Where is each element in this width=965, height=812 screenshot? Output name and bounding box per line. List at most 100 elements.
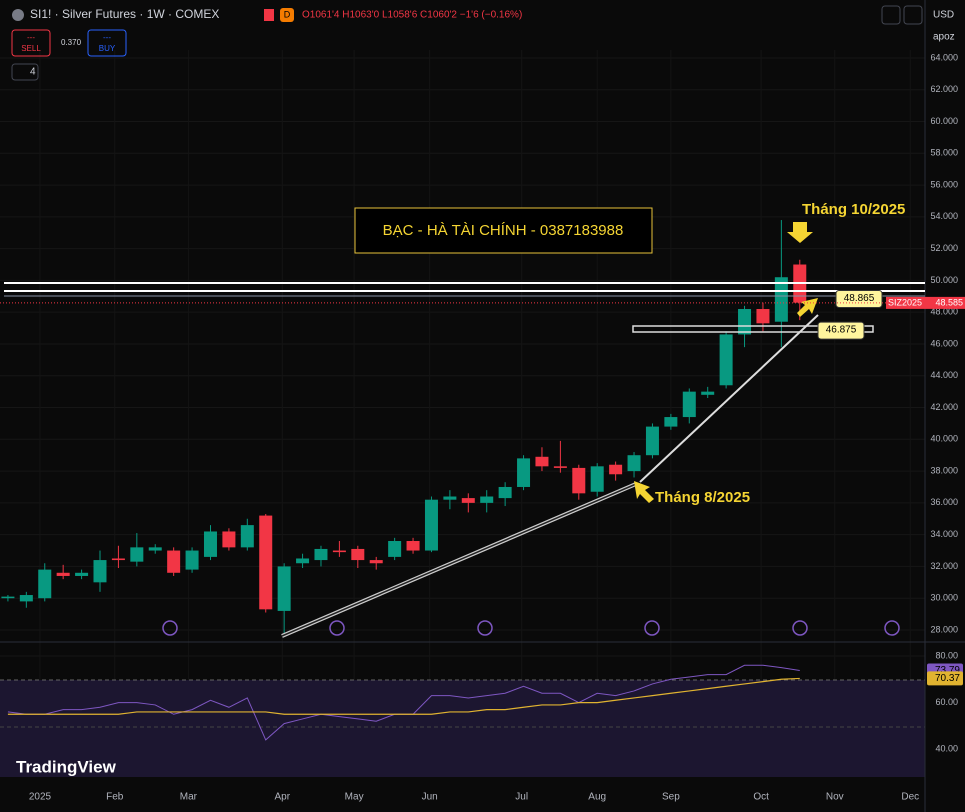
candle-body — [424, 499, 438, 551]
y-tick-label: 38.000 — [930, 465, 958, 475]
x-tick-label: May — [345, 792, 364, 803]
candle-body — [332, 550, 346, 553]
candle-body — [517, 458, 531, 487]
event-icons — [162, 620, 900, 636]
candle-body — [572, 467, 586, 494]
x-tick-label: Oct — [753, 792, 769, 803]
x-tick-label: Mar — [180, 792, 198, 803]
title-box — [354, 207, 653, 254]
spread: 0.370 — [61, 38, 82, 47]
badge: D — [284, 9, 291, 19]
y-tick-label: 34.000 — [930, 529, 958, 539]
chart-title: BẠC - HÀ TÀI CHÍNH - 0387183988 — [383, 222, 624, 239]
value-tag — [927, 671, 963, 686]
candle-body — [1, 596, 15, 599]
x-tick-label: Nov — [826, 792, 844, 803]
candle-body — [19, 595, 33, 602]
button[interactable] — [881, 5, 901, 25]
candle-body — [756, 309, 770, 324]
candle-body — [388, 541, 402, 557]
candle-body — [627, 455, 641, 472]
candle-body — [259, 515, 273, 610]
candle-body — [75, 572, 89, 576]
rsi-line — [7, 677, 800, 715]
x-tick-label: Aug — [588, 792, 606, 803]
candle-body — [461, 498, 475, 503]
trend-line — [639, 314, 819, 483]
candle-body — [719, 334, 733, 386]
candle-body — [130, 547, 144, 562]
buy-price: --- — [103, 33, 111, 42]
x-tick-label: Apr — [275, 792, 291, 803]
candle-body — [443, 496, 457, 500]
y-tick-label: 46.000 — [930, 338, 958, 348]
last-price-tag — [886, 296, 965, 309]
y-tick-label: 32.000 — [930, 561, 958, 571]
candle-body — [56, 572, 70, 576]
candle-body — [553, 466, 567, 468]
ohlc: O1061'4 H1063'0 L1058'6 C1060'2 −1'6 (−0… — [302, 10, 522, 21]
x-tick-label: 2025 — [29, 792, 52, 803]
y-tick-label: 40.000 — [930, 434, 958, 444]
candle-body — [351, 548, 365, 561]
indicator-toggle[interactable] — [11, 63, 39, 81]
y-tick-label: 40.00 — [935, 744, 958, 754]
y-tick-label: 64.000 — [930, 52, 958, 62]
candle-body — [185, 550, 199, 570]
currency[interactable]: USD — [933, 10, 954, 21]
sell-button[interactable] — [11, 29, 51, 57]
candle-body — [609, 464, 623, 475]
arrow — [787, 222, 813, 243]
annotation: Tháng 8/2025 — [655, 489, 750, 506]
y-tick-label: 36.000 — [930, 497, 958, 507]
y-tick-label: 60.000 — [930, 116, 958, 126]
candle-body — [774, 277, 788, 322]
button[interactable] — [903, 5, 923, 25]
candle-body — [167, 550, 181, 573]
symbol: SI1! · Silver Futures · 1W · COMEX — [30, 7, 219, 21]
buy-label: BUY — [99, 44, 116, 53]
candle-body — [38, 569, 52, 599]
y-tick-label: 62.000 — [930, 84, 958, 94]
candle-body — [590, 466, 604, 492]
y-tick-label: 44.000 — [930, 370, 958, 380]
arrow — [797, 298, 818, 317]
y-tick-label: 42.000 — [930, 402, 958, 412]
candle-body — [277, 566, 291, 611]
candle-body — [738, 309, 752, 335]
value-tag-label: 73.79 — [935, 665, 960, 676]
candle-body — [148, 547, 162, 551]
buy-button[interactable] — [87, 29, 127, 57]
candle-body — [369, 560, 383, 564]
x-tick-label: Feb — [106, 792, 124, 803]
y-tick-label: 48.000 — [930, 307, 958, 317]
candle-body — [93, 560, 107, 583]
y-tick-label: 52.000 — [930, 243, 958, 253]
y-tick-label: 56.000 — [930, 179, 958, 189]
logo: TradingView — [16, 757, 117, 776]
candle-body — [498, 486, 512, 499]
candle-body — [664, 417, 678, 427]
x-tick-label: Jun — [422, 792, 438, 803]
last-price-name: SIZ2025 — [888, 297, 922, 307]
candle-body — [222, 531, 236, 548]
candle-body — [111, 558, 125, 561]
candle-body — [701, 391, 715, 395]
x-tick-label: Dec — [901, 792, 919, 803]
price-mark — [817, 321, 865, 340]
toolbar: SI1! · Silver Futures · 1W · COMEX D O10… — [11, 5, 955, 776]
drawings — [4, 207, 925, 638]
y-tick-label: 54.000 — [930, 211, 958, 221]
rsi-band — [0, 680, 925, 777]
candle-body — [240, 525, 254, 548]
last-price-value: 48.585 — [935, 297, 963, 307]
annotation: Tháng 10/2025 — [802, 201, 905, 218]
zone — [632, 325, 874, 333]
candle-body — [645, 426, 659, 456]
trend-line — [281, 483, 637, 637]
scale-mode[interactable]: apoz — [933, 32, 955, 43]
candle-body — [314, 548, 328, 561]
x-tick-label: Jul — [515, 792, 528, 803]
